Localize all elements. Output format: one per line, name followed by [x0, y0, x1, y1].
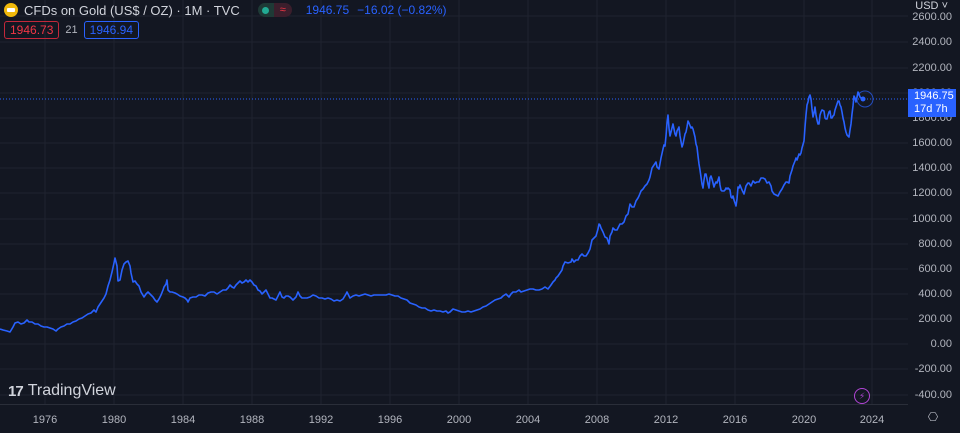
x-tick: 2008: [584, 414, 610, 426]
gold-symbol-icon: [4, 3, 18, 17]
x-tick: 1996: [377, 414, 403, 426]
y-tick: 1000.00: [912, 213, 952, 225]
x-tick: 1988: [239, 414, 265, 426]
last-price-axis-label: 1946.75 17d 7h: [908, 89, 956, 117]
delayed-data-icon: ≈: [273, 3, 292, 17]
y-tick: 1200.00: [912, 187, 952, 199]
tradingview-logo-icon: 17: [8, 382, 24, 400]
sell-button[interactable]: 1946.73: [4, 21, 60, 39]
last-price: 1946.75: [305, 3, 350, 17]
trade-buttons: 1946.73 21 1946.94: [4, 21, 140, 39]
x-tick: 1976: [32, 414, 58, 426]
last-price-marker-ring: [856, 90, 874, 108]
y-tick: 2200.00: [912, 62, 952, 74]
y-tick: 800.00: [918, 238, 952, 250]
x-tick: 2004: [515, 414, 541, 426]
currency-selector[interactable]: USD ˅: [915, 0, 948, 12]
price-chart[interactable]: [0, 0, 908, 404]
tradingview-logo-text: TradingView: [27, 382, 116, 399]
x-tick: 1980: [101, 414, 127, 426]
price-line: [0, 91, 863, 333]
vertical-gridlines: [44, 0, 873, 404]
price-axis[interactable]: USD ˅ 2600.00 2400.00 2200.00 2000.00 18…: [908, 0, 960, 404]
x-tick: 2020: [791, 414, 817, 426]
last-price-marker-dot: [860, 96, 866, 102]
last-price-axis-value: 1946.75: [914, 90, 954, 102]
spread-value: 21: [65, 24, 78, 36]
chart-settings-icon[interactable]: ⎔: [927, 410, 939, 424]
market-open-icon: [257, 3, 274, 17]
y-tick: 200.00: [918, 313, 952, 325]
chart-pane[interactable]: CFDs on Gold (US$ / OZ) · 1M · TVC ≈ 194…: [0, 0, 908, 404]
y-tick: 1600.00: [912, 137, 952, 149]
y-tick: 2400.00: [912, 36, 952, 48]
tradingview-logo[interactable]: 17 TradingView: [8, 382, 116, 400]
bar-countdown: 17d 7h: [914, 103, 948, 115]
x-tick: 2016: [722, 414, 748, 426]
y-tick: 0.00: [930, 338, 952, 350]
lightning-icon[interactable]: ⚡: [854, 388, 870, 404]
y-tick: 2600.00: [912, 11, 952, 23]
symbol-title[interactable]: CFDs on Gold (US$ / OZ) · 1M · TVC: [24, 2, 240, 18]
price-change: −16.02 (−0.82%): [357, 3, 447, 17]
horizontal-gridlines: [0, 15, 908, 396]
market-status-pill[interactable]: ≈: [257, 3, 292, 17]
x-tick: 1984: [170, 414, 196, 426]
time-axis[interactable]: 1976 1980 1984 1988 1992 1996 2000 2004 …: [0, 404, 908, 433]
y-tick: -200.00: [914, 363, 952, 375]
legend-header[interactable]: CFDs on Gold (US$ / OZ) · 1M · TVC ≈ 194…: [4, 1, 447, 19]
x-tick: 2000: [446, 414, 472, 426]
y-tick: -400.00: [914, 389, 952, 401]
y-tick: 600.00: [918, 263, 952, 275]
x-tick: 2024: [859, 414, 885, 426]
x-tick: 1992: [308, 414, 334, 426]
x-tick: 2012: [653, 414, 679, 426]
y-tick: 400.00: [918, 288, 952, 300]
y-tick: 1400.00: [912, 162, 952, 174]
buy-button[interactable]: 1946.94: [83, 21, 140, 39]
